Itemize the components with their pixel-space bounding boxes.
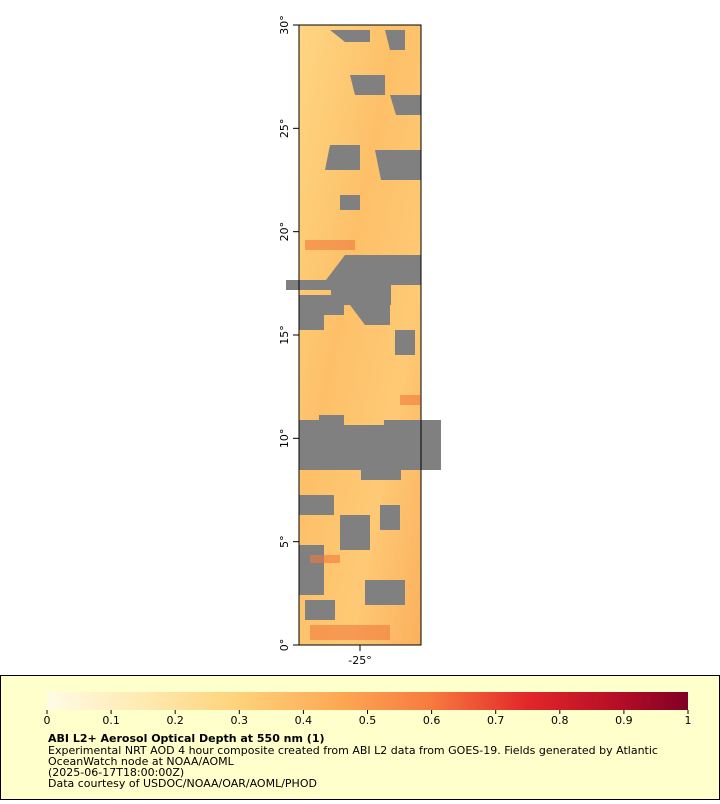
colorbar-tick-label: 0.7 — [487, 714, 505, 727]
colorbar-tick-label: 0.9 — [615, 714, 633, 727]
y-tick-label: 25° — [278, 119, 291, 139]
colorbar-tick-label: 0.6 — [423, 714, 441, 727]
y-tick-label: 10° — [278, 429, 291, 449]
legend-line: Data courtesy of USDOC/NOAA/OAR/AOML/PHO… — [48, 777, 317, 790]
y-tick-label: 5° — [278, 535, 291, 548]
colorbar-tick-label: 0.3 — [231, 714, 249, 727]
colorbar-tick-label: 0.4 — [295, 714, 313, 727]
colorbar-tick-label: 0.5 — [359, 714, 377, 727]
y-tick-label: 20° — [278, 222, 291, 242]
legend-line: (2025-06-17T18:00:00Z) — [48, 766, 184, 779]
legend-line: Experimental NRT AOD 4 hour composite cr… — [48, 744, 658, 757]
legend-line: OceanWatch node at NOAA/AOML — [48, 755, 235, 768]
colorbar-tick-label: 0.8 — [551, 714, 569, 727]
colorbar-tick-label: 0 — [44, 714, 51, 727]
colorbar — [47, 692, 688, 710]
y-tick-label: 15° — [278, 325, 291, 345]
map-raster — [286, 24, 441, 646]
colorbar-tick-label: 1 — [685, 714, 692, 727]
y-tick-label: 0° — [278, 639, 291, 652]
colorbar-tick-label: 0.1 — [102, 714, 120, 727]
y-tick-label: 30° — [278, 15, 291, 35]
legend-title: ABI L2+ Aerosol Optical Depth at 550 nm … — [48, 732, 325, 745]
colorbar-tick-label: 0.2 — [166, 714, 184, 727]
x-tick-label: -25° — [348, 654, 371, 667]
